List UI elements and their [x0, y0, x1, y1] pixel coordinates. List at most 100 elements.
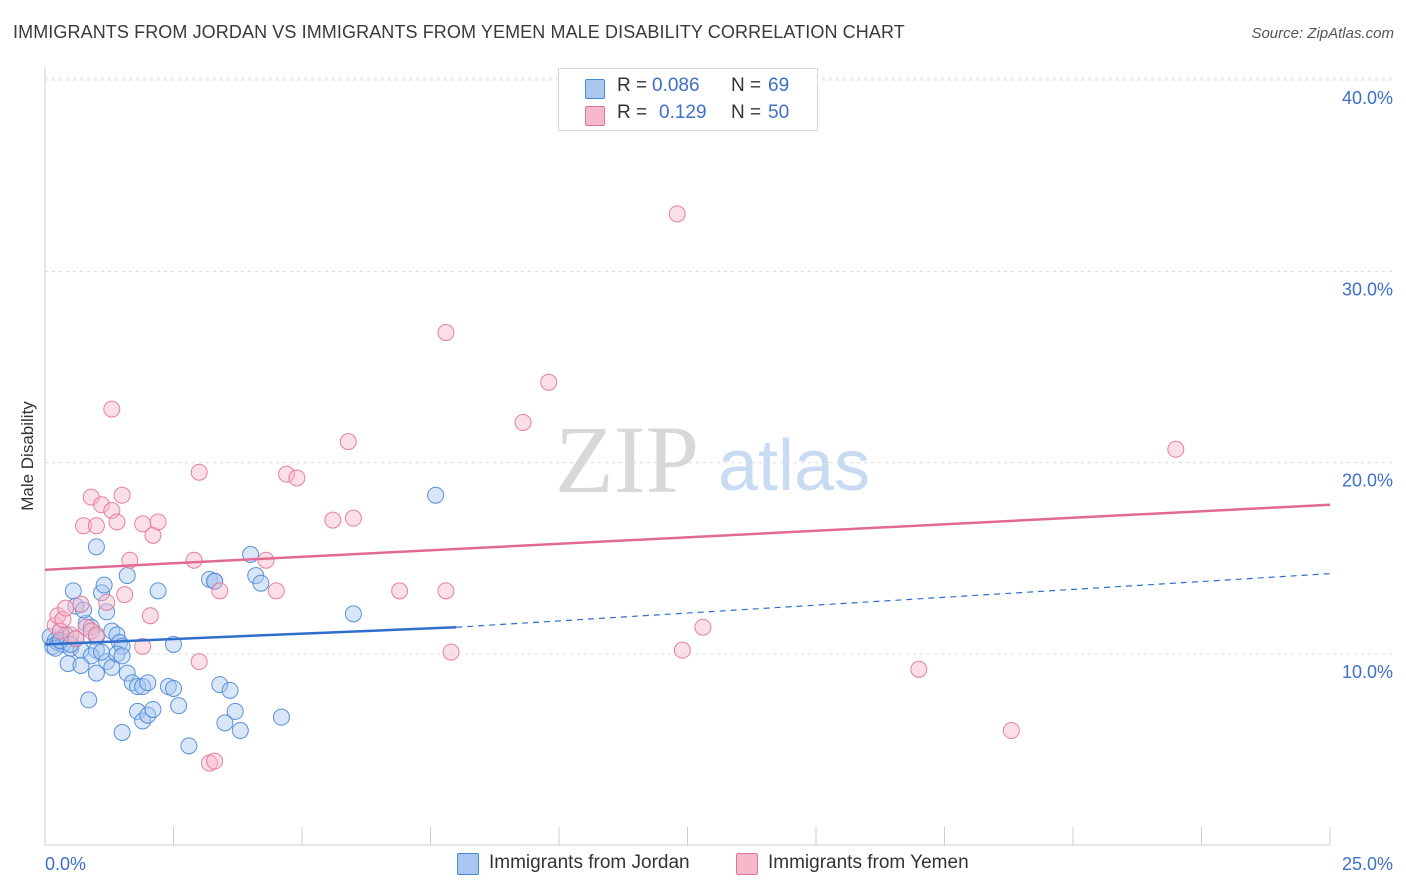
point-jordan: [252, 574, 270, 592]
point-jordan: [72, 656, 90, 674]
point-jordan: [211, 676, 229, 694]
point-yemen: [149, 513, 167, 531]
point-jordan: [144, 700, 162, 718]
point-jordan: [170, 697, 188, 715]
point-yemen: [514, 413, 532, 431]
point-jordan: [272, 708, 290, 726]
point-yemen: [93, 496, 111, 514]
x-tick-label-max: 25.0%: [1342, 854, 1393, 874]
point-yemen: [72, 595, 90, 613]
trendline-jordan: [44, 625, 457, 646]
point-yemen: [910, 660, 928, 678]
legend-swatch-jordan: [457, 853, 479, 875]
n-label: N =: [731, 75, 762, 96]
point-jordan: [113, 647, 131, 665]
point-jordan: [231, 722, 249, 740]
point-jordan: [427, 486, 445, 504]
point-jordan: [180, 737, 198, 755]
point-yemen: [668, 205, 686, 223]
point-jordan: [118, 567, 136, 585]
point-yemen: [437, 582, 455, 600]
r-value: 0.086: [652, 75, 700, 96]
point-yemen: [324, 511, 342, 529]
point-jordan: [139, 674, 157, 692]
point-yemen: [437, 324, 455, 342]
point-yemen: [344, 509, 362, 527]
r-label: R =: [617, 75, 648, 96]
swatch-yemen: [585, 106, 605, 126]
point-jordan: [95, 576, 113, 594]
point-jordan: [118, 664, 136, 682]
point-yemen: [75, 517, 93, 535]
point-jordan: [165, 679, 182, 697]
axes: [44, 67, 1331, 846]
grid-lines: [45, 77, 1395, 655]
point-yemen: [87, 517, 105, 535]
point-yemen: [278, 465, 296, 483]
legend-label-jordan: Immigrants from Jordan: [489, 852, 690, 873]
point-yemen: [673, 641, 691, 659]
point-yemen: [144, 526, 162, 544]
swatch-jordan: [585, 79, 605, 99]
point-yemen: [116, 586, 134, 604]
point-jordan: [129, 678, 147, 696]
point-jordan: [149, 582, 167, 600]
point-yemen: [211, 582, 229, 600]
y-tick-label: 30.0%: [1342, 279, 1393, 299]
point-yemen: [190, 463, 208, 481]
point-jordan: [103, 658, 121, 676]
stats-box: R = 0.086 N = 69 R = 0.129 N = 50: [558, 68, 818, 131]
x-tick-label-min: 0.0%: [45, 854, 86, 874]
legend-label-yemen: Immigrants from Yemen: [768, 852, 969, 873]
watermark-atlas: atlas: [718, 426, 870, 506]
trendline-extension-jordan: [456, 573, 1331, 628]
point-yemen: [134, 637, 152, 655]
point-yemen: [1002, 722, 1020, 740]
point-jordan: [59, 655, 77, 673]
point-jordan: [216, 714, 234, 732]
point-yemen: [185, 551, 203, 569]
source-credit: Source: ZipAtlas.com: [1251, 25, 1394, 42]
point-jordan: [93, 643, 111, 661]
point-yemen: [87, 626, 105, 644]
point-jordan: [98, 603, 116, 621]
watermark-zip: ZIP: [555, 406, 699, 513]
point-yemen: [206, 752, 224, 770]
y-tick-label: 20.0%: [1342, 471, 1393, 491]
n-value: 69: [768, 75, 790, 96]
point-yemen: [288, 469, 306, 487]
point-yemen: [141, 607, 159, 625]
point-yemen: [339, 433, 357, 451]
y-tick-label: 40.0%: [1342, 88, 1393, 108]
point-jordan: [226, 702, 244, 720]
legend-swatch-yemen: [736, 853, 758, 875]
r-value: 0.129: [659, 102, 707, 123]
point-yemen: [57, 599, 75, 617]
point-yemen: [108, 513, 126, 531]
point-yemen: [694, 618, 712, 636]
point-yemen: [442, 643, 460, 661]
point-jordan: [80, 691, 98, 709]
point-jordan: [87, 538, 105, 556]
point-yemen: [103, 400, 121, 418]
point-jordan: [221, 681, 239, 699]
point-jordan: [87, 664, 105, 682]
n-value: 50: [768, 102, 790, 123]
chart-title: IMMIGRANTS FROM JORDAN VS IMMIGRANTS FRO…: [13, 22, 905, 42]
point-yemen: [257, 551, 275, 569]
point-yemen: [391, 582, 409, 600]
point-yemen: [540, 373, 558, 391]
point-yemen: [98, 593, 116, 611]
y-tick-label: 10.0%: [1342, 662, 1393, 682]
point-yemen: [190, 653, 208, 671]
r-label: R =: [617, 102, 648, 123]
n-label: N =: [731, 102, 762, 123]
trendline-yemen: [44, 503, 1331, 572]
point-jordan: [344, 605, 362, 623]
point-jordan: [206, 572, 224, 590]
point-yemen: [1167, 440, 1185, 458]
point-yemen: [113, 486, 131, 504]
point-jordan: [113, 723, 131, 741]
point-yemen: [267, 582, 285, 600]
